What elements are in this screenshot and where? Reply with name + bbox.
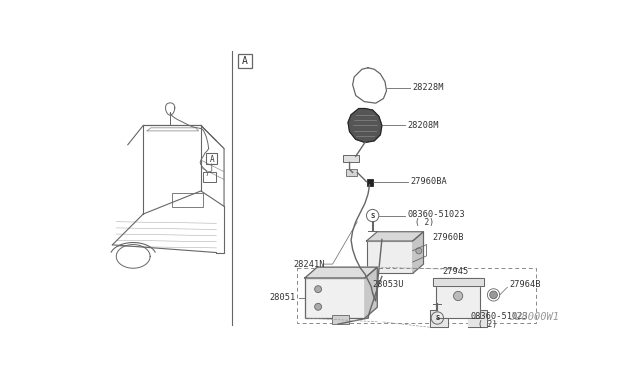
- Bar: [332, 315, 349, 324]
- Bar: [172, 193, 204, 207]
- Text: A: A: [209, 155, 214, 164]
- Bar: [204, 173, 216, 182]
- Polygon shape: [433, 278, 484, 286]
- Bar: [367, 241, 413, 273]
- Circle shape: [315, 286, 321, 293]
- Text: 08360-51023: 08360-51023: [470, 312, 528, 321]
- Text: 28051: 28051: [269, 294, 296, 302]
- Circle shape: [454, 291, 463, 301]
- Bar: [436, 278, 481, 318]
- Polygon shape: [348, 109, 382, 142]
- Polygon shape: [429, 310, 448, 327]
- Bar: [305, 278, 365, 318]
- Bar: [206, 153, 217, 164]
- Text: ( 2): ( 2): [478, 320, 497, 330]
- Circle shape: [416, 248, 422, 254]
- Text: 27960BA: 27960BA: [410, 177, 447, 186]
- Text: 08360-51023: 08360-51023: [407, 209, 465, 218]
- Text: S: S: [371, 212, 375, 219]
- Circle shape: [490, 291, 497, 299]
- Polygon shape: [365, 267, 378, 318]
- Bar: [238, 54, 252, 68]
- Text: ( 2): ( 2): [415, 218, 434, 227]
- Text: A: A: [242, 56, 248, 66]
- Text: S: S: [435, 315, 440, 321]
- Bar: [346, 169, 357, 176]
- Bar: [297, 268, 536, 323]
- Text: 28208M: 28208M: [407, 121, 439, 130]
- Polygon shape: [367, 232, 424, 241]
- Circle shape: [315, 303, 321, 310]
- Bar: [344, 155, 359, 163]
- Text: 27945: 27945: [442, 267, 468, 276]
- Polygon shape: [305, 267, 378, 278]
- Bar: [367, 179, 373, 186]
- Polygon shape: [413, 232, 424, 273]
- Polygon shape: [468, 310, 486, 327]
- Text: 28053U: 28053U: [372, 280, 404, 289]
- Text: J28000W1: J28000W1: [509, 312, 559, 322]
- Text: 28228M: 28228M: [413, 83, 444, 92]
- Text: 27960B: 27960B: [432, 232, 463, 242]
- Text: 27964B: 27964B: [509, 280, 540, 289]
- Text: 28241N: 28241N: [293, 260, 325, 269]
